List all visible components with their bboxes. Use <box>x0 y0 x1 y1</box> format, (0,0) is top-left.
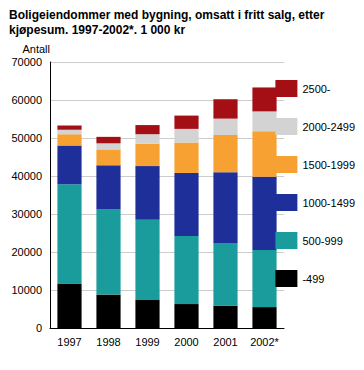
svg-text:2000-2499: 2000-2499 <box>302 121 355 133</box>
svg-text:Boligeiendommer med bygning, o: Boligeiendommer med bygning, omsatt i fr… <box>9 8 328 22</box>
svg-text:1997: 1997 <box>57 336 81 348</box>
svg-text:2001: 2001 <box>213 336 237 348</box>
svg-text:20000: 20000 <box>11 246 42 258</box>
svg-text:1999: 1999 <box>135 336 159 348</box>
svg-text:2000: 2000 <box>174 336 198 348</box>
svg-text:30000: 30000 <box>11 208 42 220</box>
svg-text:60000: 60000 <box>11 94 42 106</box>
svg-text:kjøpesum. 1997-2002*. 1 000 kr: kjøpesum. 1997-2002*. 1 000 kr <box>9 23 185 37</box>
svg-text:-499: -499 <box>302 273 324 285</box>
svg-text:2500-: 2500- <box>302 83 330 95</box>
svg-text:1998: 1998 <box>96 336 120 348</box>
svg-text:0: 0 <box>36 322 42 334</box>
svg-text:2002*: 2002* <box>250 336 279 348</box>
svg-text:500-999: 500-999 <box>302 235 342 247</box>
svg-text:1500-1999: 1500-1999 <box>302 159 355 171</box>
svg-text:40000: 40000 <box>11 170 42 182</box>
svg-text:Antall: Antall <box>22 43 50 55</box>
svg-text:50000: 50000 <box>11 132 42 144</box>
svg-text:1000-1499: 1000-1499 <box>302 197 355 209</box>
svg-text:10000: 10000 <box>11 284 42 296</box>
svg-text:70000: 70000 <box>11 56 42 68</box>
